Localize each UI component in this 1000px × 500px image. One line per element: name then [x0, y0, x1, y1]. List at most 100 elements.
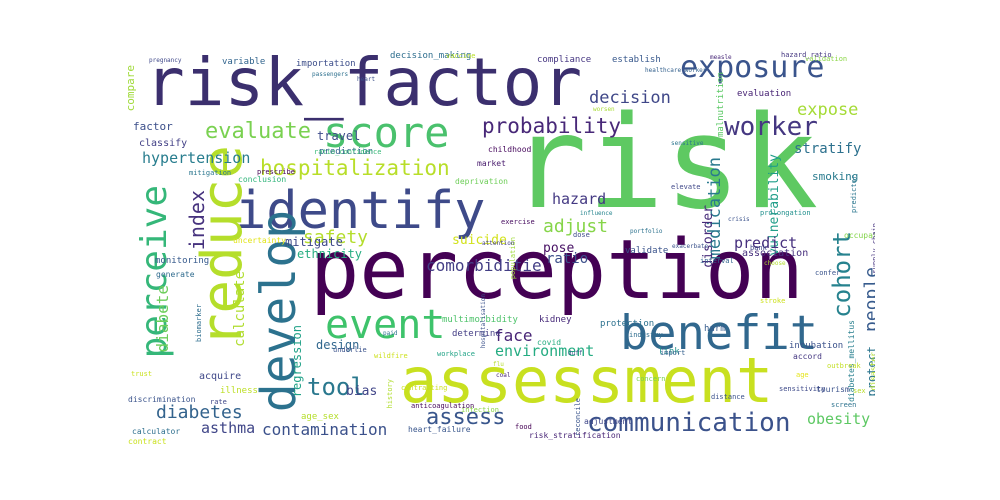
cloud-word: smoking	[812, 170, 859, 183]
cloud-word: risk_factor	[145, 50, 583, 121]
cloud-word: mitigate	[285, 235, 343, 249]
cloud-word: prescribe	[257, 168, 295, 176]
cloud-word: ethnicity	[297, 247, 363, 261]
cloud-word: disaster	[869, 352, 875, 391]
cloud-word: history	[386, 379, 394, 409]
cloud-word: contracting	[401, 384, 448, 392]
cloud-word: face	[494, 326, 533, 345]
cloud-word: confer	[815, 269, 841, 277]
cloud-word: trust	[131, 370, 153, 378]
cloud-word: evaluate	[205, 119, 311, 144]
cloud-word: sex	[853, 387, 866, 395]
cloud-word: dose	[573, 231, 590, 239]
cloud-word: link	[658, 347, 680, 357]
cloud-word: influence	[580, 210, 613, 217]
cloud-word: harm	[704, 324, 726, 334]
cloud-word: prolongation	[760, 209, 811, 217]
cloud-word: diabetes	[156, 402, 243, 423]
cloud-word: variable	[222, 57, 266, 67]
cloud-word: age_sex	[301, 412, 339, 422]
cloud-word: industry	[629, 331, 663, 339]
cloud-word: hazard	[552, 190, 607, 208]
cloud-word: comorbiditie	[426, 256, 542, 275]
cloud-word: biomarker	[195, 304, 203, 342]
cloud-word: incubation	[789, 341, 844, 351]
cloud-word: people	[861, 267, 875, 333]
cloud-word: regression	[290, 325, 304, 398]
cloud-word: duff	[568, 350, 583, 357]
word-cloud: risk risk_factor perception assessment ident…	[125, 50, 875, 450]
cloud-word: calculator	[132, 427, 181, 436]
cloud-word: anticoagulation	[411, 402, 475, 410]
cloud-word: import	[660, 349, 686, 357]
cloud-word: flu	[493, 361, 504, 368]
cloud-word: score	[323, 108, 450, 157]
cloud-word: index	[185, 190, 209, 251]
cloud-word: stratify	[794, 141, 862, 157]
cloud-word: worker	[724, 112, 818, 142]
cloud-word: coal	[496, 372, 511, 379]
cloud-word: childhood	[488, 145, 532, 154]
cloud-word: sensitivity	[779, 385, 826, 393]
cloud-word: hazard_ratio	[781, 51, 832, 59]
cloud-word: tool	[307, 373, 365, 401]
cloud-word: supply_chain	[871, 223, 875, 274]
cloud-word: accord	[793, 352, 822, 361]
cloud-word: importation	[296, 59, 356, 69]
cloud-word: calculate	[232, 271, 248, 347]
cloud-word: adjustment	[584, 417, 633, 426]
cloud-word: elevate	[671, 183, 701, 191]
cloud-word: choose	[764, 260, 786, 267]
cloud-word: pregnancy	[149, 57, 182, 64]
cloud-word: uncertainty	[233, 236, 286, 245]
cloud-word: exacerbate	[672, 243, 709, 250]
cloud-word: occupation	[844, 231, 875, 240]
cloud-word: wildfire	[374, 352, 408, 360]
cloud-word: compare	[125, 65, 137, 112]
cloud-word: mitigation	[189, 169, 232, 177]
cloud-word: association	[742, 248, 809, 259]
cloud-word: conclusion	[238, 175, 287, 184]
cloud-word: perception	[310, 223, 804, 318]
cloud-word: healthcare_worker	[645, 67, 707, 74]
cloud-word: obesity	[807, 410, 871, 428]
cloud-word: assessment	[400, 344, 774, 417]
cloud-word: risk	[510, 89, 819, 238]
cloud-word: contamination	[262, 420, 388, 439]
cloud-word: hospitalization	[260, 156, 450, 180]
cloud-word: compliance	[537, 55, 592, 65]
cloud-word: assess	[426, 405, 506, 430]
cloud-word: kidney	[539, 315, 572, 325]
cloud-word: safety	[303, 227, 369, 248]
cloud-word: contract	[128, 437, 167, 446]
cloud-word: tourism	[816, 385, 850, 394]
cloud-word: establish	[612, 55, 661, 65]
cloud-word: validation	[805, 55, 848, 63]
cloud-word: food	[515, 423, 532, 431]
cloud-word: protection	[600, 319, 655, 329]
cloud-word: suicide	[452, 233, 507, 248]
cloud-word: rate	[210, 398, 227, 406]
cloud-word: monitoring	[155, 256, 210, 266]
cloud-word: exercise	[501, 218, 535, 226]
cloud-word: benefit	[620, 306, 819, 361]
cloud-word: hospitalisation	[480, 294, 487, 349]
cloud-word: discrimination	[128, 395, 196, 404]
cloud-word: crisis	[728, 216, 750, 223]
cloud-word: heart_failure	[408, 425, 471, 434]
cloud-word: diabete	[153, 285, 172, 353]
cloud-word: predict	[734, 234, 798, 252]
cloud-word: vaccine	[446, 52, 476, 60]
cloud-word: worsen	[593, 106, 615, 113]
cloud-word: decision_making	[390, 51, 472, 61]
cloud-word: illness	[220, 386, 258, 396]
cloud-word: reconcile	[574, 398, 582, 436]
cloud-word: validate	[625, 246, 669, 256]
cloud-word: expose	[797, 100, 859, 120]
cloud-word: malnutrition	[716, 72, 726, 138]
cloud-word: prediction	[319, 147, 374, 157]
cloud-word: hypertension	[142, 149, 251, 167]
cloud-word: stroke	[760, 297, 786, 305]
cloud-word: bias	[346, 384, 378, 399]
cloud-word: screen	[831, 401, 857, 409]
